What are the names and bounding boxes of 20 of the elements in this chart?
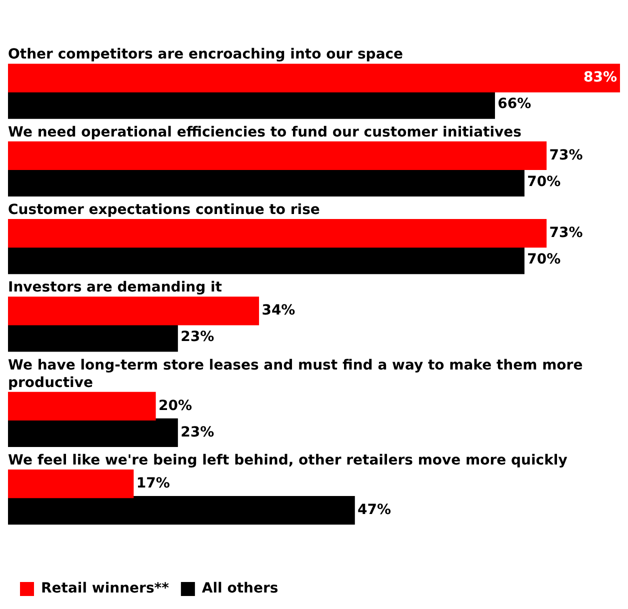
legend-label: All others [202, 580, 278, 597]
data-label: 23% [180, 424, 214, 440]
legend-label: Retail winners** [41, 580, 170, 597]
data-label: 70% [527, 174, 561, 190]
data-label: 23% [180, 329, 214, 346]
data-label: 73% [549, 224, 583, 241]
y-tick-label: Investors are demanding it [8, 280, 222, 296]
y-tick-label: We need operational efficiencies to fund our customer initiatives [8, 124, 522, 140]
y-tick-label: Customer expectations continue to rise [8, 202, 320, 218]
data-label: 66% [498, 96, 532, 112]
data-label: 47% [358, 502, 392, 518]
data-label: 34% [262, 302, 296, 319]
data-label: 73% [549, 147, 583, 164]
data-label: 70% [527, 251, 561, 268]
data-label: 17% [136, 475, 170, 492]
y-tick-label: Other competitors are encroaching into our space [8, 46, 404, 63]
y-tick-label: We feel like we're being left behind, other retailers move more quickly [8, 452, 568, 469]
y-tick-label: We have long-term store leases and must find a way to make them more productive [8, 357, 583, 391]
data-label: 83% [583, 70, 617, 86]
data-label: 20% [158, 398, 192, 414]
